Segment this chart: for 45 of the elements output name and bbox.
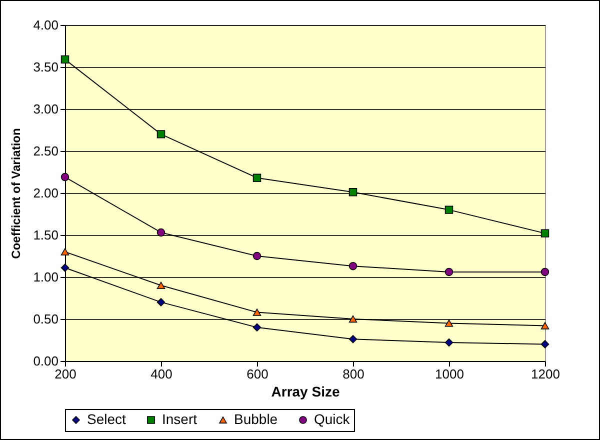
legend-label: Quick (314, 411, 351, 427)
y-tick-label: 0.50 (33, 312, 58, 326)
point (156, 130, 166, 138)
y-tick-label: 3.00 (33, 102, 58, 116)
x-tick-label: 200 (54, 366, 76, 382)
point (60, 264, 70, 272)
point (60, 248, 70, 256)
point (156, 298, 166, 306)
y-tick-label: 4.00 (33, 18, 58, 32)
x-tick-label: 800 (342, 366, 364, 382)
point (348, 262, 358, 270)
y-tick-label: 0.00 (33, 354, 58, 368)
y-tick-label: 1.50 (33, 228, 58, 242)
x-tick-label: 600 (246, 366, 268, 382)
y-tick-label: 3.50 (33, 60, 58, 74)
point (156, 282, 166, 290)
point (540, 340, 550, 348)
point (60, 172, 70, 182)
point (252, 252, 262, 260)
point (444, 338, 454, 347)
y-tick-label: 2.50 (33, 144, 58, 158)
point (348, 188, 358, 196)
point (540, 229, 550, 238)
legend-label: Select (87, 411, 126, 427)
x-tick-label: 1000 (435, 366, 464, 382)
point (252, 323, 262, 332)
point (252, 174, 262, 182)
y-tick-label: 2.00 (33, 186, 58, 200)
point (156, 228, 166, 237)
point (348, 315, 358, 323)
x-tick-label: 400 (150, 366, 172, 382)
point (60, 55, 70, 64)
point (252, 308, 262, 316)
point (444, 320, 454, 327)
legend-label: Insert (162, 411, 198, 427)
point (444, 206, 454, 214)
point (540, 268, 550, 276)
point (540, 322, 550, 330)
y-axis-title: Coefficient of Variation (9, 128, 24, 259)
x-tick-label: 1200 (531, 366, 560, 382)
point (444, 268, 454, 276)
x-axis-title: Array Size (271, 384, 340, 400)
legend-label: Bubble (234, 411, 278, 427)
point (348, 335, 358, 344)
y-tick-label: 1.00 (33, 270, 58, 284)
